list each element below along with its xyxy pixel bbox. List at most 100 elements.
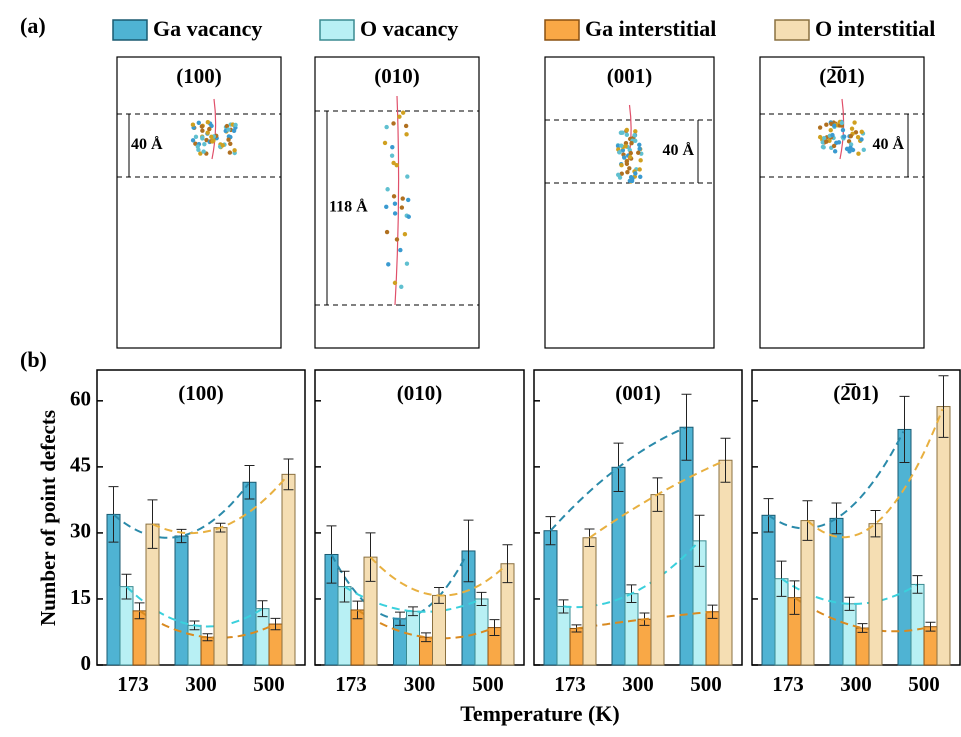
error-bar xyxy=(257,600,268,618)
atom xyxy=(399,284,404,290)
structure-label: (001) xyxy=(607,64,653,88)
error-bar xyxy=(283,458,294,491)
x-tick-label: 300 xyxy=(185,672,217,696)
y-tick-label: 15 xyxy=(70,585,91,609)
atom xyxy=(633,171,638,176)
chart-title: (2̅01) xyxy=(833,381,879,405)
atom xyxy=(820,140,825,145)
atom xyxy=(821,136,827,141)
atom xyxy=(836,140,842,145)
bar xyxy=(281,473,296,666)
error-bar xyxy=(202,633,213,642)
x-tick-label: 500 xyxy=(690,672,722,696)
atom xyxy=(627,154,633,160)
atom xyxy=(226,127,231,132)
atom xyxy=(817,125,823,130)
atom xyxy=(638,174,643,179)
atom xyxy=(227,150,233,155)
atom xyxy=(391,121,396,126)
bar xyxy=(829,517,844,666)
atom xyxy=(392,280,398,286)
trend-line xyxy=(356,609,493,640)
atom xyxy=(848,133,854,139)
atom xyxy=(202,141,207,147)
atom xyxy=(400,196,405,201)
atom xyxy=(637,167,642,172)
atom xyxy=(848,145,853,150)
structure-box xyxy=(759,56,925,349)
atom xyxy=(848,142,854,147)
atom xyxy=(636,150,641,155)
atom xyxy=(824,139,829,144)
ion-track xyxy=(211,98,217,160)
bar xyxy=(611,466,626,666)
trend-line xyxy=(563,541,700,609)
atom xyxy=(821,145,826,150)
atom xyxy=(637,142,642,147)
atom xyxy=(226,137,231,142)
atom xyxy=(391,160,396,166)
atom xyxy=(205,120,211,125)
atom xyxy=(382,140,388,146)
error-bar xyxy=(912,575,923,594)
error-bar xyxy=(476,591,487,607)
trend-line xyxy=(112,482,250,539)
bar xyxy=(800,520,815,666)
atom xyxy=(232,148,237,153)
error-bar xyxy=(870,509,881,538)
trend-line xyxy=(767,430,905,530)
x-tick-label: 300 xyxy=(404,672,436,696)
atom xyxy=(832,123,837,128)
depth-label: 118 Å xyxy=(329,198,368,216)
error-bar xyxy=(408,606,418,617)
depth-label: 40 Å xyxy=(662,141,694,159)
bar xyxy=(187,624,202,666)
x-tick-label: 300 xyxy=(840,672,872,696)
legend-label: O interstitial xyxy=(815,16,935,41)
atom xyxy=(406,197,411,203)
atom xyxy=(389,153,395,158)
error-bar xyxy=(421,632,431,643)
bar xyxy=(923,626,938,666)
trend-line xyxy=(588,459,725,539)
bar xyxy=(842,603,857,666)
x-tick-label: 500 xyxy=(472,672,504,696)
trend-line xyxy=(793,596,930,633)
error-bar xyxy=(763,498,774,533)
x-tick-label: 173 xyxy=(772,672,804,696)
bar xyxy=(910,583,925,666)
atom xyxy=(841,134,847,139)
atom xyxy=(629,178,635,184)
structure-label: (010) xyxy=(374,64,420,88)
error-bar xyxy=(244,465,255,500)
bar xyxy=(255,608,270,666)
atom xyxy=(209,134,214,140)
trend-line xyxy=(138,609,275,639)
atom xyxy=(386,262,391,267)
panel-label: (b) xyxy=(20,347,47,372)
atom xyxy=(628,150,633,156)
atom xyxy=(849,126,855,131)
atom xyxy=(193,134,199,140)
bar xyxy=(406,610,420,666)
atom xyxy=(199,124,205,129)
atom xyxy=(210,139,215,144)
y-tick-label: 45 xyxy=(70,453,91,477)
x-axis-label: Temperature (K) xyxy=(460,701,619,726)
error-bar xyxy=(502,544,513,584)
trend-line xyxy=(549,426,686,532)
atom xyxy=(615,172,621,178)
bar xyxy=(718,459,733,666)
bar xyxy=(761,514,776,666)
bar xyxy=(637,618,652,666)
structure-box xyxy=(314,56,480,349)
chart-title: (100) xyxy=(178,381,224,405)
bar xyxy=(213,527,228,666)
atom xyxy=(832,149,838,154)
legend-label: Ga interstitial xyxy=(585,16,716,41)
ion-track xyxy=(394,95,400,306)
trend-line xyxy=(330,554,468,620)
bar xyxy=(582,537,597,666)
depth-label: 40 Å xyxy=(872,135,904,153)
